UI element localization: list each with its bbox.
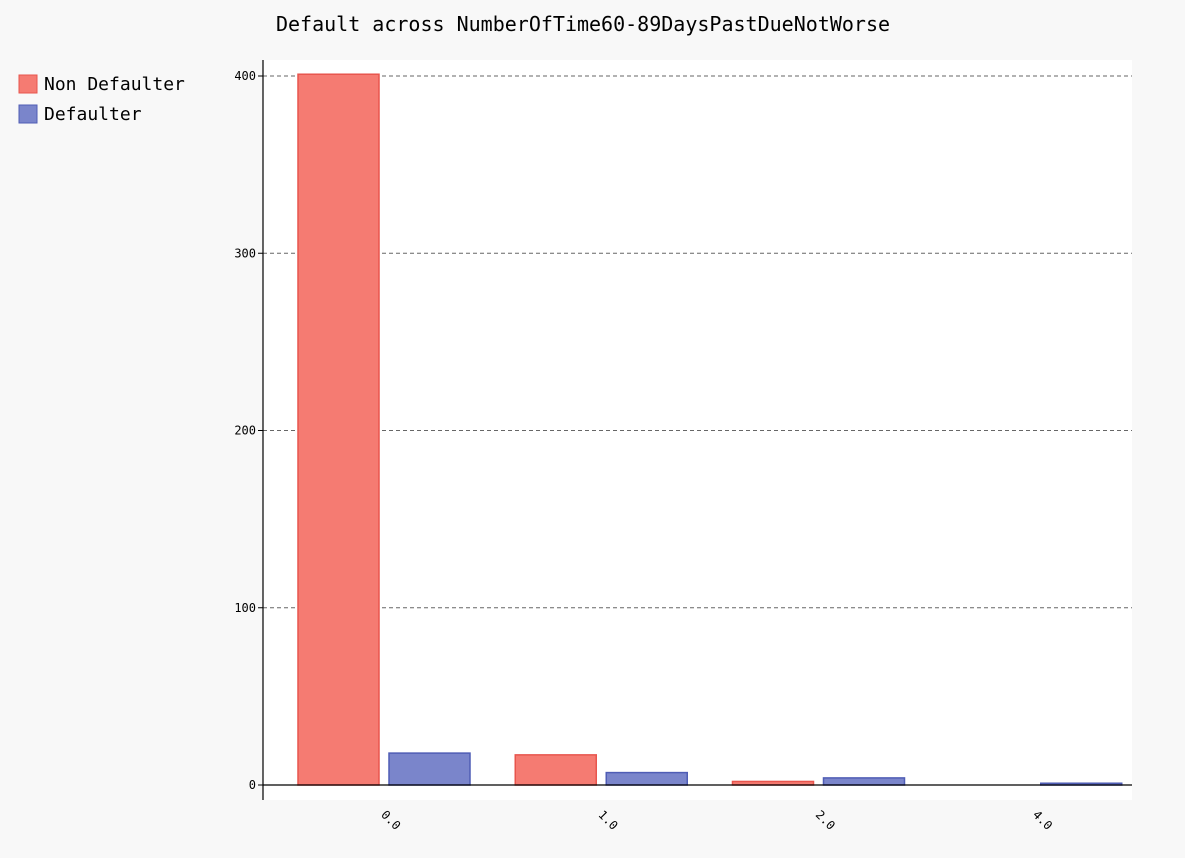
y-tick-label-100: 100 [234, 601, 256, 615]
legend-item-defaulter[interactable]: Defaulter [18, 104, 142, 125]
x-tick-label-4-0: 4.0 [1030, 808, 1055, 833]
legend: Non Defaulter Defaulter [18, 74, 185, 125]
legend-swatch-non-defaulter [18, 74, 38, 94]
bar-defaulter-1-0[interactable] [605, 771, 688, 786]
chart-title: Default across NumberOfTime60-89DaysPast… [276, 12, 890, 36]
bars [297, 73, 1123, 786]
gridlines [263, 75, 1132, 609]
bar-defaulter-0-0[interactable] [388, 752, 471, 786]
x-tick-label-1-0: 1.0 [595, 808, 620, 833]
y-tick-label-200: 200 [234, 424, 256, 438]
legend-label-non-defaulter: Non Defaulter [44, 74, 185, 95]
y-tick-label-400: 400 [234, 69, 256, 83]
x-axis-ticks: 0.0 1.0 2.0 4.0 [378, 808, 1055, 833]
y-axis-ticks: 0 100 200 300 400 [234, 69, 263, 792]
y-tick-label-0: 0 [249, 778, 256, 792]
x-tick-label-0-0: 0.0 [378, 808, 403, 833]
legend-swatch-defaulter [18, 104, 38, 124]
bar-non-defaulter-0-0[interactable] [297, 73, 380, 786]
bar-non-defaulter-1-0[interactable] [514, 754, 597, 786]
legend-label-defaulter: Defaulter [44, 104, 142, 125]
y-tick-label-300: 300 [234, 246, 256, 260]
x-tick-label-2-0: 2.0 [813, 808, 838, 833]
bar-defaulter-2-0[interactable] [822, 777, 906, 786]
legend-item-non-defaulter[interactable]: Non Defaulter [18, 74, 185, 95]
